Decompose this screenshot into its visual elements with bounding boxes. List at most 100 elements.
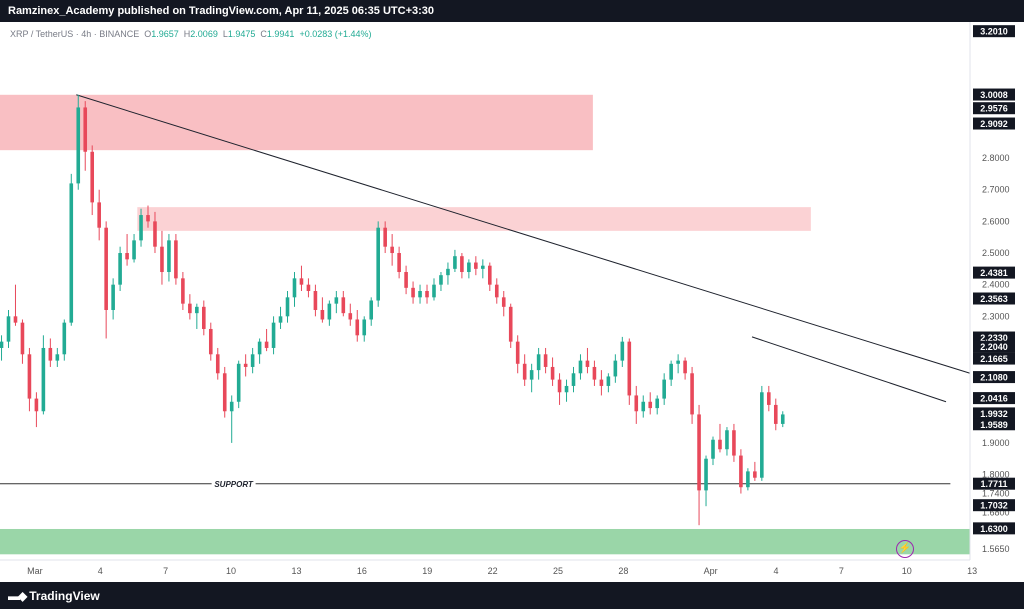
candle [418, 284, 422, 304]
candle [732, 423, 736, 462]
candle [585, 347, 590, 374]
price-label: 2.0416 [980, 394, 1008, 404]
support-label-bg [211, 477, 256, 490]
candle-body [348, 313, 353, 320]
change-value: +0.0283 (+1.44%) [299, 29, 372, 39]
candle-body [69, 183, 74, 323]
price-label-bg [973, 418, 1015, 431]
price-label: 1.6300 [980, 524, 1008, 534]
trendline-2 [751, 336, 947, 403]
candle [369, 297, 374, 326]
candle-body [494, 284, 499, 298]
price-label-bg [973, 352, 1015, 365]
candle-body [313, 291, 318, 310]
candle [655, 395, 660, 415]
tradingview-logo-icon: ▬◆ [8, 589, 27, 603]
candle [355, 309, 360, 342]
candle [780, 411, 785, 428]
price-tick: 1.7400 [982, 489, 1010, 499]
candle-body [90, 151, 95, 203]
time-tick: 7 [839, 566, 844, 576]
candle-body [118, 253, 122, 285]
candle [313, 284, 318, 317]
price-label-bg [973, 266, 1015, 279]
candle-body [55, 354, 60, 361]
candle [564, 379, 569, 402]
candle [397, 246, 401, 279]
candle-body [181, 278, 185, 304]
candle-body [704, 458, 708, 491]
price-tick: 2.7000 [982, 185, 1010, 195]
candle-body [83, 107, 88, 152]
candle [320, 297, 325, 323]
support-label: SUPPORT [214, 480, 254, 489]
candle [362, 316, 367, 342]
price-label: 1.9932 [980, 409, 1008, 419]
candle-body [299, 278, 304, 285]
candle [6, 309, 11, 348]
candle [341, 291, 346, 317]
candle [69, 173, 74, 326]
candle [0, 335, 4, 361]
candle [578, 354, 583, 380]
lines-layer: SUPPORT [0, 94, 971, 490]
price-label: 2.2330 [980, 333, 1008, 343]
candle-body [411, 287, 415, 298]
candle-body [446, 268, 450, 276]
candle-body [655, 398, 660, 409]
candle-body [27, 354, 32, 399]
candle [146, 205, 150, 228]
candle-body [0, 341, 4, 348]
high-label: H [183, 29, 191, 39]
price-label: 2.2040 [980, 342, 1008, 352]
price-chart[interactable]: SUPPORT 2.80002.70002.60002.50002.40002.… [0, 22, 1024, 582]
candle-body [418, 291, 422, 298]
price-label-bg [973, 522, 1015, 535]
price-label-bg [973, 407, 1015, 420]
candle-body [383, 227, 387, 247]
candle [202, 300, 206, 336]
candle-body [760, 392, 764, 478]
candle [613, 354, 618, 383]
candle-body [634, 395, 639, 412]
candle [195, 303, 199, 329]
candle-body [578, 360, 583, 374]
candle [327, 300, 332, 326]
candle-body [627, 341, 632, 396]
resistance-zone [0, 94, 593, 151]
brand-name: TradingView [29, 589, 100, 603]
candle [292, 272, 297, 307]
candle-body [376, 227, 380, 301]
candle [132, 234, 136, 263]
candle-body [285, 297, 290, 317]
candle-body [767, 392, 771, 405]
candle-body [397, 253, 401, 273]
chart-frame: SUPPORT 2.8000 2.7000 2.6000 2.5000 2.4000 2.… [0, 22, 1024, 582]
open-value: 1.9657 [151, 29, 179, 39]
candle-body [550, 366, 555, 380]
candle [529, 363, 534, 393]
candle [494, 278, 499, 304]
candle [257, 338, 262, 364]
candle-body [460, 256, 464, 273]
candle [522, 354, 527, 386]
tradingview-brand[interactable]: ▬◆ TradingView [8, 589, 100, 603]
price-label: 2.9092 [980, 119, 1008, 129]
candle [536, 347, 541, 380]
time-tick: 13 [291, 566, 301, 576]
time-tick: 10 [902, 566, 912, 576]
candle-body [153, 221, 157, 247]
candle [718, 423, 722, 453]
price-tick: 2.4000 [982, 280, 1010, 290]
lightning-icon[interactable]: ⚡ [896, 540, 914, 558]
candle [773, 398, 778, 431]
symbol-name: XRP / TetherUS · 4h · BINANCE [10, 29, 140, 39]
candle [181, 272, 185, 310]
candle-body [467, 262, 471, 273]
trendline-1 [76, 94, 971, 374]
candle [683, 357, 687, 380]
candle-body [690, 373, 694, 415]
candle-body [404, 272, 408, 288]
candle [460, 253, 464, 279]
candle-body [697, 414, 701, 491]
